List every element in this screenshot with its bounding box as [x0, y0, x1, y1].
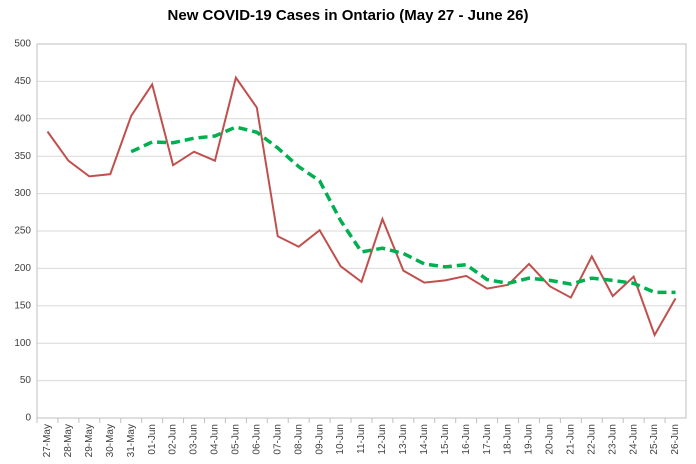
x-tick-label: 08-Jun: [293, 424, 304, 455]
x-tick-label: 15-Jun: [440, 424, 451, 455]
data-line: [130, 125, 676, 295]
x-tick-label: 06-Jun: [251, 424, 262, 455]
y-tick-label: 250: [14, 226, 31, 237]
chart-title: New COVID-19 Cases in Ontario (May 27 - …: [168, 7, 529, 24]
x-tick-label: 03-Jun: [189, 424, 200, 455]
x-tick-label: 23-Jun: [607, 424, 618, 455]
y-tick-label: 0: [25, 413, 31, 424]
x-tick-label: 28-May: [63, 424, 74, 457]
x-tick-label: 13-Jun: [398, 424, 409, 455]
x-tick-label: 14-Jun: [419, 424, 430, 455]
x-tick-label: 02-Jun: [168, 424, 179, 455]
x-tick-label: 10-Jun: [335, 424, 346, 455]
x-tick-label: 11-Jun: [356, 424, 367, 454]
x-tick-label: 01-Jun: [147, 424, 158, 455]
x-tick-label: 27-May: [42, 424, 53, 457]
y-tick-label: 300: [14, 188, 31, 199]
y-tick-label: 150: [14, 300, 31, 311]
x-tick-label: 25-Jun: [649, 424, 660, 455]
x-tick-label: 21-Jun: [565, 424, 576, 455]
y-tick-label: 450: [14, 76, 31, 87]
x-tick-label: 30-May: [105, 424, 116, 457]
x-tick-label: 04-Jun: [210, 424, 221, 455]
x-tick-label: 20-Jun: [545, 424, 556, 455]
x-tick-label: 22-Jun: [586, 424, 597, 455]
x-tick-label: 16-Jun: [461, 424, 472, 455]
data-line: [46, 75, 677, 338]
y-tick-label: 350: [14, 151, 31, 162]
x-tick-label: 31-May: [126, 424, 137, 457]
x-tick-label: 24-Jun: [628, 424, 639, 455]
y-tick-label: 400: [14, 113, 31, 124]
x-tick-label: 12-Jun: [377, 424, 388, 455]
x-tick-label: 19-Jun: [524, 424, 535, 455]
y-tick-label: 500: [14, 39, 31, 50]
x-tick-label: 29-May: [84, 424, 95, 457]
plot-border: [36, 43, 687, 419]
x-tick-label: 17-Jun: [482, 424, 493, 455]
x-tick-label: 09-Jun: [314, 424, 325, 455]
y-tick-label: 100: [14, 338, 31, 349]
x-tick-label: 18-Jun: [503, 424, 514, 455]
y-tick-label: 200: [14, 263, 31, 274]
x-tick-label: 07-Jun: [272, 424, 283, 455]
x-tick-label: 05-Jun: [231, 424, 242, 455]
x-tick-label: 26-Jun: [670, 424, 681, 455]
y-tick-label: 50: [20, 375, 32, 386]
